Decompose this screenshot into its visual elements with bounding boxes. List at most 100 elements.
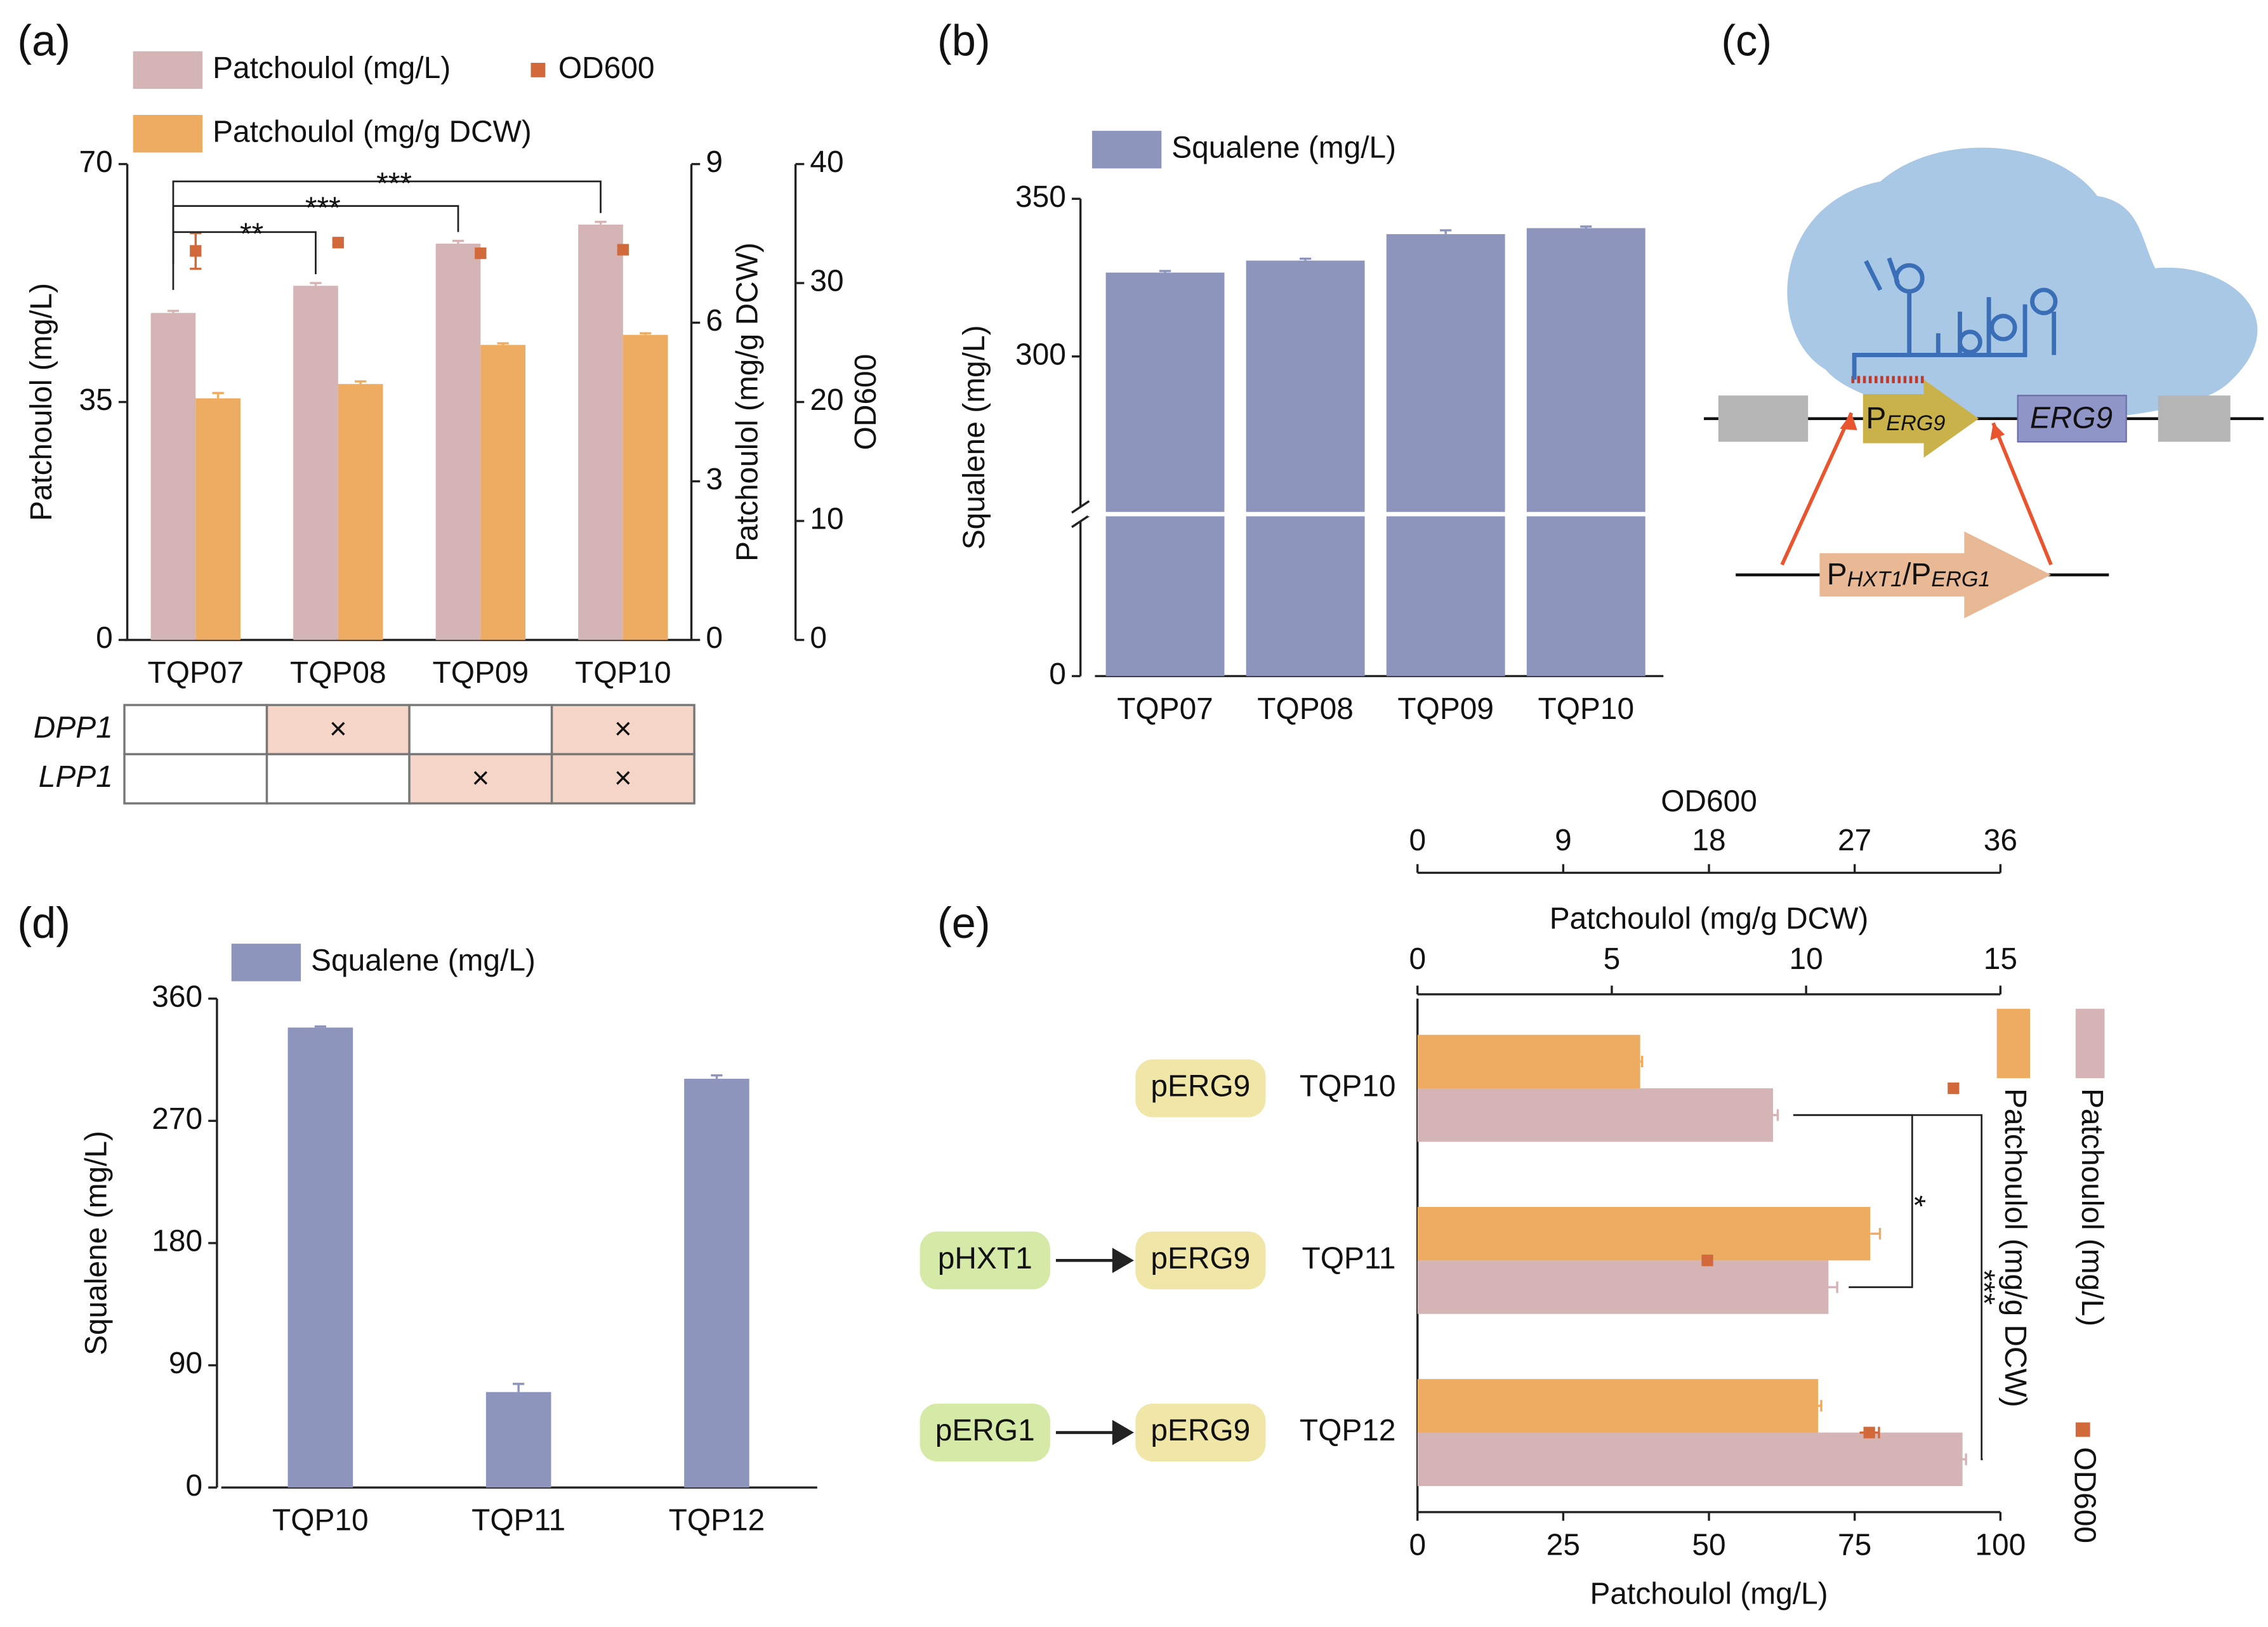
x-tick-label: TQP08 [1257, 692, 1354, 726]
promoter-label: pHXT1 [938, 1242, 1032, 1275]
x-tick-label: TQP07 [1117, 692, 1213, 726]
bar [1417, 1206, 1871, 1261]
hairpin [1894, 263, 1925, 294]
x-tick-label: 25 [1546, 1528, 1580, 1562]
bar [684, 1079, 749, 1488]
x-tick-label: 0 [1409, 1528, 1426, 1562]
label-part: ERG9 [1886, 411, 1945, 435]
legend-label: Patchoulol (mg/L) [2075, 1088, 2109, 1326]
table-cell [265, 753, 411, 805]
x-tick-label: TQP10 [575, 656, 671, 690]
legend-swatch [231, 944, 301, 982]
donor-label: PHXT1/PERG1 [1827, 558, 1991, 591]
y-tick-label: 90 [169, 1347, 202, 1380]
bar [195, 398, 241, 640]
error-bar [1950, 1082, 1958, 1095]
promoter-pill [1135, 1231, 1266, 1289]
error-bar [1962, 1453, 1967, 1465]
table-mark: × [614, 713, 632, 746]
y-tick-label: TQP10 [1300, 1070, 1396, 1103]
table-cell [123, 753, 268, 805]
recombination-arrow [1780, 412, 2053, 566]
significance-label: *** [1967, 1270, 2000, 1305]
x-tick-label: 36 [1984, 824, 2017, 857]
bar [1105, 272, 1225, 676]
y-tick-label: 20 [810, 383, 843, 417]
x-tick-label: 18 [1692, 824, 1725, 857]
table-cell [408, 704, 553, 756]
legend-label: OD600 [558, 51, 655, 85]
y-tick-label: 300 [1015, 338, 1066, 371]
y-tick-label: TQP12 [1300, 1414, 1396, 1447]
panel-label: (d) [17, 899, 70, 947]
table-cell [550, 704, 696, 756]
bar [1417, 1034, 1640, 1089]
error-bar [1704, 1255, 1712, 1267]
legend-swatch [1996, 1008, 2031, 1079]
axis-break [1071, 515, 1090, 529]
error-bar [1859, 1426, 1880, 1439]
gene-box [2017, 395, 2127, 443]
bar [1526, 228, 1645, 676]
legend-swatch [531, 63, 546, 77]
label-part: ERG1 [1931, 567, 1990, 591]
panel-label: (a) [17, 16, 70, 65]
panel-label: (e) [937, 899, 991, 947]
promoter-arrow [1863, 379, 1979, 458]
axis-break [1071, 500, 1090, 514]
significance-label: ** [240, 218, 263, 251]
bar [1417, 1088, 1774, 1142]
y-tick-label: 70 [79, 145, 113, 179]
legend-label: Squalene (mg/L) [311, 944, 536, 977]
significance-label: *** [376, 167, 412, 201]
y-tick-label: 0 [96, 621, 113, 655]
x-tick-label: TQP10 [272, 1504, 369, 1538]
error-bar [310, 282, 322, 286]
error-bar [1773, 1109, 1779, 1121]
error-bar [1828, 1281, 1838, 1293]
significance-bracket [172, 180, 602, 240]
error-bar [1870, 1228, 1882, 1240]
y-tick-label: 10 [810, 503, 843, 536]
error-bar [640, 332, 652, 335]
axis-label: Patchoulol (mg/L) [1590, 1578, 1828, 1611]
error-bar [1159, 270, 1171, 273]
table-cell [123, 704, 268, 756]
axis-label: OD600 [1661, 785, 1757, 819]
table-cell [265, 704, 411, 756]
x-tick-label: TQP09 [1397, 692, 1494, 726]
x-tick-label: 5 [1604, 942, 1621, 976]
promoter-pill [920, 1231, 1050, 1289]
error-bar [711, 1074, 723, 1079]
homology-arm [2158, 395, 2231, 442]
gene-label: ERG9 [2030, 402, 2113, 435]
x-tick-label: TQP10 [1538, 692, 1634, 726]
x-tick-label: 0 [1409, 942, 1426, 976]
y-tick-label: TQP11 [1302, 1242, 1395, 1275]
legend-swatch [133, 51, 203, 89]
y-tick-label: 270 [152, 1102, 202, 1136]
y-tick-label: 0 [185, 1469, 202, 1503]
bar [1386, 234, 1505, 676]
x-tick-label: TQP11 [471, 1504, 565, 1538]
legend-swatch [2075, 1008, 2105, 1079]
promoter-pill [920, 1403, 1050, 1462]
donor-arrow [1819, 531, 2052, 619]
y-tick-label: 180 [152, 1225, 202, 1258]
promoter-pill [1135, 1403, 1266, 1462]
error-bar [355, 380, 367, 385]
significance-label: * [1897, 1196, 1931, 1208]
legend-label: Patchoulol (mg/g DCW) [213, 115, 532, 148]
axis-label: Squalene (mg/L) [958, 325, 991, 550]
error-bar [513, 1383, 525, 1392]
significance-label: *** [305, 192, 341, 225]
x-tick-label: 15 [1984, 942, 2017, 976]
bar [293, 286, 338, 640]
label-part: P [1866, 402, 1886, 435]
legend-label: OD600 [2068, 1447, 2102, 1543]
y-tick-label: 0 [810, 621, 827, 655]
bar [623, 334, 668, 640]
bar [287, 1027, 353, 1488]
x-tick-label: 27 [1838, 824, 1871, 857]
